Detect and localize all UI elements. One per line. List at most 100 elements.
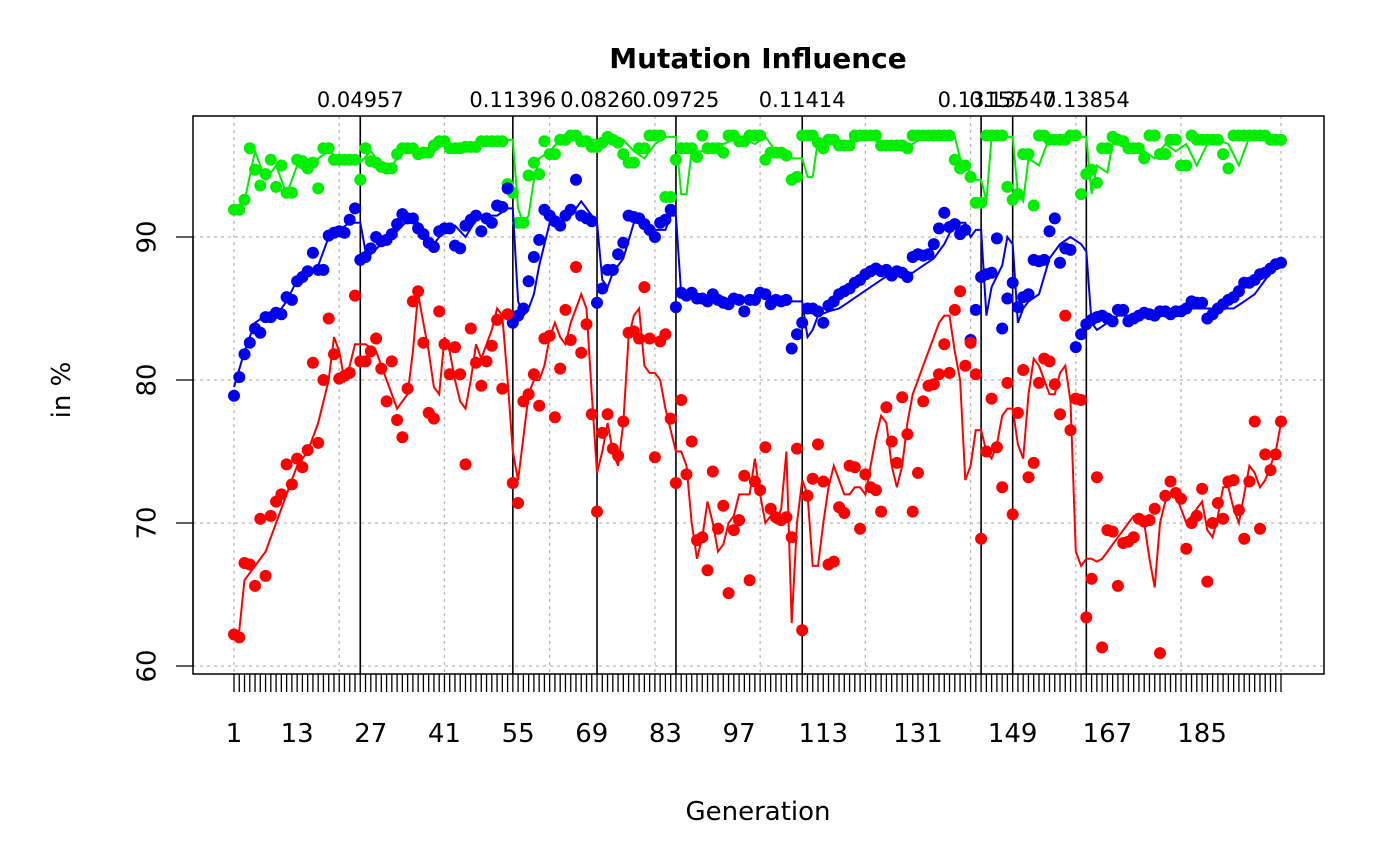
data-point [1054,256,1066,269]
data-point [349,289,361,302]
data-point [1001,292,1014,305]
x-tick-label: 97 [723,719,756,749]
data-point [722,587,735,600]
data-point [954,285,967,298]
data-point [1275,256,1287,269]
data-point [564,203,577,216]
data-point [838,507,851,519]
data-point [1206,517,1219,529]
data-point [1011,301,1024,314]
data-point [617,236,630,249]
data-point [475,225,488,238]
data-point [548,411,561,424]
data-point [328,348,340,361]
data-point [1043,225,1056,238]
data-point [985,266,998,279]
data-point [259,569,272,582]
data-point [659,213,672,226]
data-point [1106,525,1119,538]
data-point [1201,575,1214,588]
data-point [738,469,751,482]
data-point [959,159,972,172]
x-tick-label: 55 [502,719,535,749]
data-point [243,336,256,349]
data-point [948,303,961,316]
data-point [406,295,419,308]
x-tick-label: 113 [798,719,848,749]
data-point [1196,296,1209,309]
data-point [717,146,730,159]
data-point [591,505,603,518]
data-point [391,218,404,231]
data-point [554,219,567,232]
data-point [322,312,335,325]
data-point [643,332,656,345]
data-point [738,305,751,318]
data-point [385,162,398,175]
data-point [1127,531,1140,544]
data-point [264,509,277,522]
data-point [349,202,361,215]
data-point [301,265,314,278]
data-point [1022,288,1035,301]
data-point [985,392,998,405]
series-layer [228,129,1287,660]
data-point [1038,253,1051,266]
data-point [343,366,356,379]
data-point [285,293,298,306]
data-point [812,305,824,318]
data-point [964,336,977,349]
data-point [796,624,809,637]
data-point [685,435,698,448]
data-point [1148,502,1161,515]
data-point [933,222,945,235]
data-point [654,129,667,142]
x-tick-label: 83 [649,719,682,749]
data-point [496,382,509,395]
data-point [1080,611,1093,624]
x-tick-label: 27 [354,719,387,749]
data-point [570,261,582,273]
data-point [233,631,246,644]
data-point [1169,133,1182,146]
data-point [543,329,556,342]
data-point [417,336,430,349]
data-point [438,338,451,351]
data-point [706,465,719,478]
data-point [938,206,951,219]
data-point [285,186,298,199]
data-point [969,303,982,316]
data-point [927,378,940,391]
data-point [306,246,319,259]
data-point [780,511,793,524]
data-point [259,168,272,181]
marker-label: 0.11396 [469,88,556,112]
data-point [854,522,867,535]
data-point [264,153,277,166]
x-axis: 1 13 27 41 55 69 83 97 113 131 149 167 185 [226,674,1282,749]
data-point [1211,133,1224,146]
data-point [1232,504,1245,517]
y-axis: 60 70 80 90 [133,220,194,683]
data-point [959,359,972,372]
data-point [485,216,498,229]
data-point [1075,394,1088,406]
data-point [996,481,1009,494]
data-point [564,334,577,346]
data-point [612,248,625,261]
data-point [1064,243,1077,256]
data-point [280,458,293,471]
data-point [485,339,498,352]
data-point [585,215,598,228]
data-point [338,226,351,239]
data-point [317,263,330,276]
data-point [896,391,909,404]
data-point [675,394,688,406]
data-point [933,368,945,381]
data-point [459,458,472,471]
data-point [959,223,972,236]
data-point [275,308,288,321]
data-point [901,271,914,283]
data-point [727,524,740,537]
data-point [396,431,409,444]
